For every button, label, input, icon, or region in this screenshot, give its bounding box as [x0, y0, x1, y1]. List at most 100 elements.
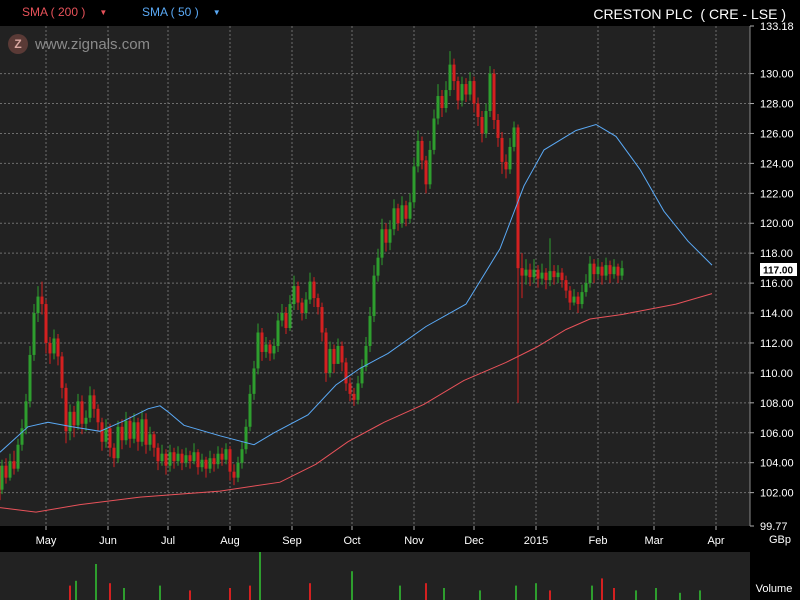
candle-body [384, 229, 388, 243]
candle-body [408, 202, 412, 219]
candle [264, 336, 268, 358]
x-tick-label: Sep [282, 535, 302, 547]
candle [224, 443, 228, 465]
candle [104, 419, 108, 448]
y-tick-label: 114.00 [760, 308, 793, 320]
candle [16, 438, 20, 472]
candle-body [8, 461, 12, 478]
volume-bar [109, 583, 111, 600]
y-unit-label: GBp [769, 534, 791, 546]
candle-body [160, 453, 164, 462]
candle-body [216, 453, 220, 465]
candle-body [240, 449, 244, 463]
candle [392, 199, 396, 236]
candle [544, 268, 548, 290]
y-tick-label: 108.00 [760, 398, 794, 410]
candle [604, 257, 608, 281]
candle [300, 298, 304, 321]
candle-body [520, 268, 524, 276]
candle-body [488, 73, 492, 112]
sma50-toggle[interactable]: SMA ( 50 ) ▼ [142, 5, 221, 19]
volume-bar [309, 583, 311, 600]
y-tick-label: 118.00 [760, 248, 793, 260]
candle [156, 443, 160, 471]
candle-body [548, 271, 552, 281]
candle-body [492, 73, 496, 120]
y-tick-label: 102.00 [760, 488, 794, 500]
volume-bar [425, 583, 427, 600]
candle [320, 302, 324, 342]
candle-body [316, 298, 320, 308]
x-tick-label: Mar [645, 535, 664, 547]
candle [352, 387, 356, 406]
candle [112, 443, 116, 468]
volume-bar [229, 588, 231, 600]
candle [620, 260, 624, 281]
candle-body [296, 286, 300, 303]
candle [180, 449, 184, 471]
candle-body [252, 368, 256, 394]
candle-body [168, 452, 172, 466]
y-tick-label: 99.77 [760, 521, 788, 533]
candle [308, 272, 312, 305]
candle-body [144, 419, 148, 445]
y-tick-label: 120.00 [760, 218, 794, 230]
candle [248, 384, 252, 432]
candle [184, 447, 188, 468]
candle-body [40, 296, 44, 305]
y-tick-label: 110.00 [760, 368, 793, 380]
candle [32, 304, 36, 361]
candle [20, 419, 24, 451]
candle [296, 281, 300, 311]
candle [428, 140, 432, 189]
candle-body [468, 81, 472, 95]
candle [92, 389, 96, 418]
candle [520, 253, 524, 299]
sma200-label: SMA ( 200 ) [22, 5, 86, 19]
candle [316, 293, 320, 315]
sma50-label: SMA ( 50 ) [142, 5, 199, 19]
candle [488, 66, 492, 117]
candle [332, 344, 336, 373]
candle [160, 444, 164, 466]
candle-body [220, 453, 224, 460]
candle [208, 450, 212, 474]
candle [568, 286, 572, 311]
candle-body [568, 290, 572, 303]
candle-body [364, 345, 368, 367]
sma200-dropdown-icon[interactable]: ▼ [99, 8, 108, 17]
candle [616, 263, 620, 284]
candle [80, 395, 84, 435]
candle [500, 131, 504, 174]
candle-body [72, 411, 76, 426]
y-tick-label: 126.00 [760, 128, 794, 140]
candle-body [280, 313, 284, 321]
candle [572, 289, 576, 306]
volume-bars [69, 552, 701, 600]
x-tick-label: Oct [343, 535, 360, 547]
candle [196, 449, 200, 475]
y-axis: 99.77 102.00 104.00 106.00 108.00 110.00 112.0… [750, 21, 794, 533]
volume-bar [95, 564, 97, 600]
candle-body [400, 205, 404, 224]
candle-body [212, 458, 216, 465]
candle [28, 345, 32, 408]
candle [36, 286, 40, 323]
last-price-label: 117.00 [763, 266, 793, 277]
candle-body [584, 283, 588, 293]
candle [132, 413, 136, 444]
candle [252, 360, 256, 400]
candle-body [324, 332, 328, 373]
sma200-toggle[interactable]: SMA ( 200 ) ▼ [22, 5, 107, 19]
candle-body [276, 320, 280, 346]
candle [340, 341, 344, 372]
sma50-dropdown-icon[interactable]: ▼ [212, 8, 221, 17]
candle [584, 274, 588, 297]
candle [56, 333, 60, 366]
candle-body [176, 453, 180, 462]
candle [456, 76, 460, 110]
candle-body [392, 208, 396, 230]
candle [540, 263, 544, 285]
